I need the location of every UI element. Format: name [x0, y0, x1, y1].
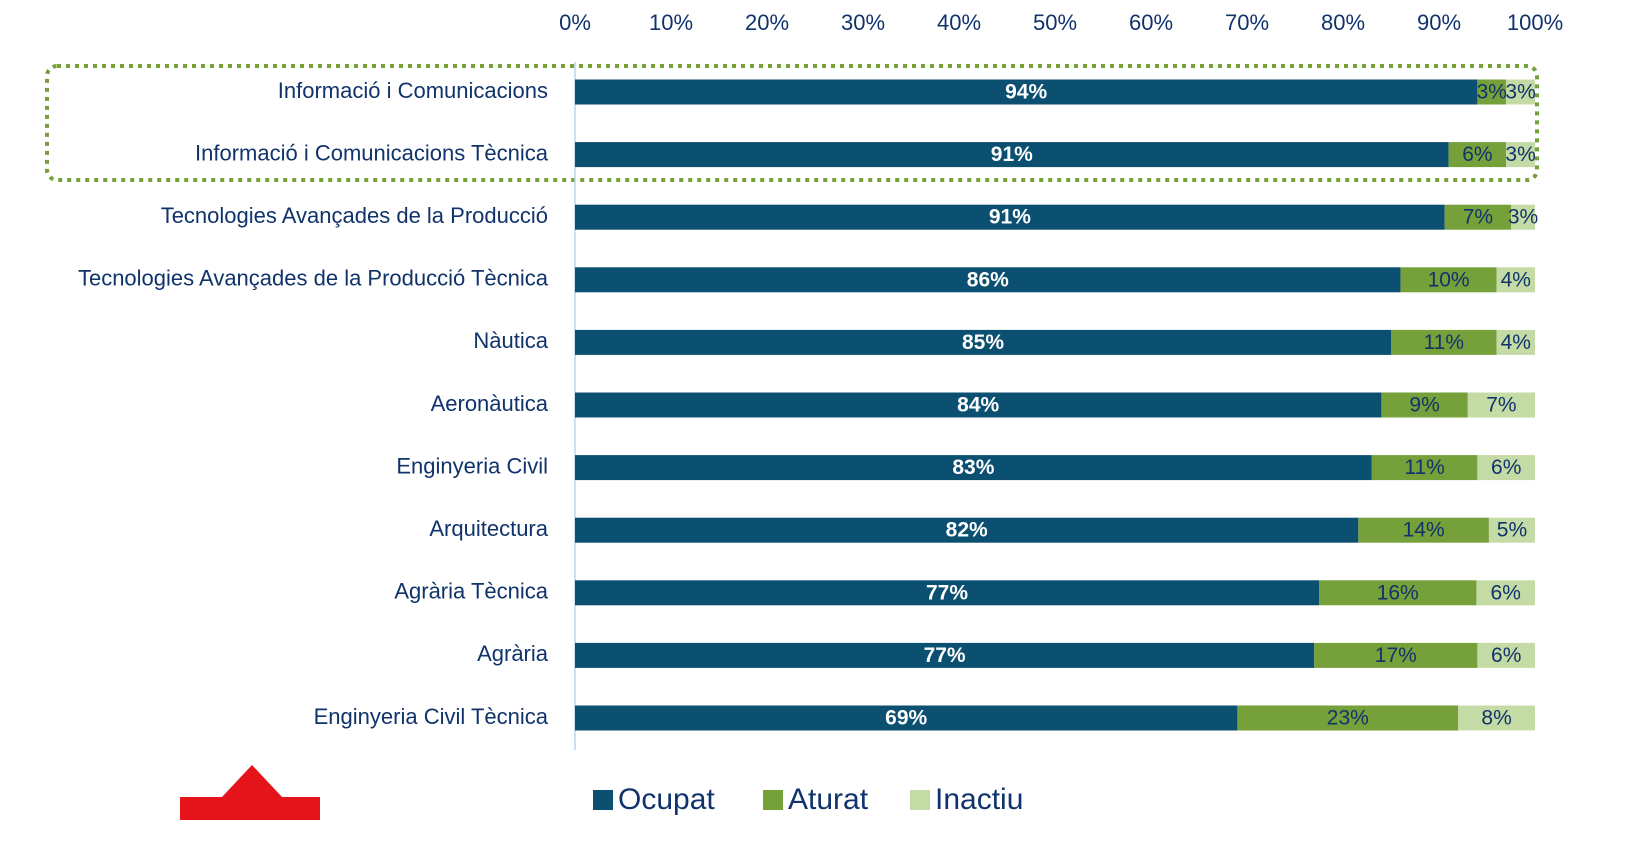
legend-swatch: [910, 790, 930, 810]
bar-segment: [1458, 705, 1535, 731]
data-label: 11%: [1404, 456, 1444, 479]
data-label: 14%: [1403, 519, 1445, 542]
data-label: 3%: [1505, 81, 1535, 104]
data-label: 84%: [957, 394, 999, 417]
decoration: [180, 765, 320, 820]
category-label: Agrària Tècnica: [394, 579, 548, 604]
x-tick-label: 70%: [1225, 10, 1269, 35]
data-label: 69%: [885, 707, 927, 730]
data-label: 7%: [1486, 394, 1516, 417]
bar-segment: [1477, 642, 1535, 668]
bar-segment: [1467, 392, 1535, 418]
data-label: 4%: [1501, 331, 1531, 354]
data-label: 17%: [1375, 644, 1417, 667]
category-label: Informació i Comunicacions Tècnica: [195, 140, 549, 165]
data-label: 6%: [1462, 143, 1492, 166]
data-label: 23%: [1327, 707, 1369, 730]
bar-segment: [575, 142, 1449, 168]
legend-swatch: [763, 790, 783, 810]
data-label: 7%: [1463, 206, 1493, 229]
legend-swatch: [593, 790, 613, 810]
bar-segment: [1319, 580, 1477, 606]
data-label: 3%: [1505, 143, 1535, 166]
legend-label: Aturat: [788, 783, 869, 816]
data-label: 8%: [1481, 707, 1511, 730]
category-label: Tecnologies Avançades de la Producció Tè…: [78, 266, 549, 291]
data-label: 86%: [967, 268, 1009, 291]
data-label: 83%: [952, 456, 994, 479]
bar-segment: [575, 329, 1391, 355]
data-label: 94%: [1005, 81, 1047, 104]
bar-segment: [575, 204, 1445, 230]
bar-segment: [1391, 329, 1497, 355]
bar-segment: [1488, 517, 1535, 543]
bar-segment: [575, 642, 1315, 668]
data-label: 3%: [1508, 206, 1538, 229]
category-label: Enginyeria Civil Tècnica: [314, 704, 549, 729]
legend-label: Inactiu: [935, 783, 1023, 816]
bar-segment: [575, 580, 1319, 606]
bar-segment: [575, 392, 1382, 418]
bar-segment: [1400, 267, 1497, 293]
x-tick-label: 30%: [841, 10, 885, 35]
bar-segment: [1477, 455, 1535, 481]
data-label: 5%: [1497, 519, 1527, 542]
x-tick-label: 90%: [1417, 10, 1461, 35]
data-label: 9%: [1409, 394, 1439, 417]
data-label: 3%: [1477, 81, 1507, 104]
bar-segment: [1371, 455, 1478, 481]
bar-segment: [1358, 517, 1489, 543]
x-tick-label: 60%: [1129, 10, 1173, 35]
x-tick-label: 10%: [649, 10, 693, 35]
bar-segment: [575, 267, 1401, 293]
bar-segment: [1444, 204, 1511, 230]
legend-label: Ocupat: [618, 783, 715, 816]
bar-segment: [1381, 392, 1468, 418]
category-label: Nàutica: [473, 328, 548, 353]
category-label: Agrària: [477, 641, 549, 666]
data-label: 4%: [1501, 268, 1531, 291]
bar-segment: [1476, 580, 1535, 606]
data-label: 82%: [946, 519, 988, 542]
data-label: 77%: [924, 644, 966, 667]
data-label: 6%: [1491, 644, 1521, 667]
x-tick-label: 50%: [1033, 10, 1077, 35]
bar-segment: [575, 455, 1372, 481]
bar-segment: [575, 517, 1359, 543]
bar-segment: [1314, 642, 1478, 668]
data-label: 91%: [989, 206, 1031, 229]
bar-segment: [1477, 79, 1507, 105]
category-label: Arquitectura: [429, 516, 548, 541]
bar-segment: [575, 705, 1238, 731]
x-tick-label: 100%: [1507, 10, 1563, 35]
data-label: 6%: [1491, 581, 1521, 604]
x-tick-label: 40%: [937, 10, 981, 35]
category-label: Tecnologies Avançades de la Producció: [161, 203, 548, 228]
data-label: 11%: [1424, 331, 1464, 354]
data-label: 85%: [962, 331, 1004, 354]
bar-segment: [1448, 142, 1507, 168]
data-label: 16%: [1377, 581, 1419, 604]
category-label: Aeronàutica: [431, 391, 549, 416]
data-label: 10%: [1428, 268, 1470, 291]
x-tick-label: 0%: [559, 10, 591, 35]
bar-segment: [1496, 267, 1535, 293]
bar-segment: [1506, 79, 1535, 105]
category-label: Informació i Comunicacions: [278, 78, 548, 103]
data-label: 91%: [991, 143, 1033, 166]
x-tick-label: 20%: [745, 10, 789, 35]
x-tick-label: 80%: [1321, 10, 1365, 35]
highlight-box: [45, 64, 1539, 182]
category-label: Enginyeria Civil: [396, 453, 548, 478]
bar-segment: [1237, 705, 1459, 731]
data-label: 77%: [926, 581, 968, 604]
bar-segment: [1511, 204, 1535, 230]
bar-segment: [1506, 142, 1535, 168]
data-label: 6%: [1491, 456, 1521, 479]
bar-segment: [575, 79, 1478, 105]
bar-segment: [1496, 329, 1535, 355]
